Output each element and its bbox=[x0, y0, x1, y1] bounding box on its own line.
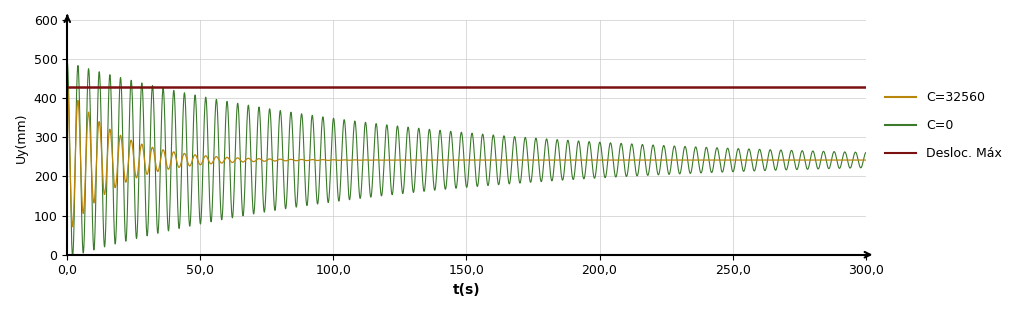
C=32560 bbox=[626, 158, 639, 162]
C=0 bbox=[61, 61, 74, 64]
Y-axis label: Uy(mm): Uy(mm) bbox=[15, 112, 28, 163]
C=0 bbox=[66, 254, 79, 258]
C=32560 bbox=[424, 158, 436, 162]
C=0 bbox=[424, 136, 436, 139]
C=32560 bbox=[603, 158, 615, 162]
Legend: C=32560, C=0, Desloc. Máx: C=32560, C=0, Desloc. Máx bbox=[880, 86, 1007, 165]
C=32560 bbox=[61, 84, 74, 88]
C=32560 bbox=[745, 158, 757, 162]
Line: C=32560: C=32560 bbox=[67, 86, 866, 227]
C=0 bbox=[626, 143, 639, 146]
C=32560 bbox=[66, 225, 79, 229]
C=32560 bbox=[860, 158, 872, 162]
C=32560 bbox=[738, 158, 750, 162]
Desloc. Máx bbox=[63, 85, 76, 89]
Line: C=0: C=0 bbox=[67, 62, 866, 256]
C=0 bbox=[738, 169, 750, 173]
X-axis label: t(s): t(s) bbox=[453, 283, 480, 297]
Desloc. Máx bbox=[61, 85, 74, 89]
C=0 bbox=[603, 147, 615, 150]
C=0 bbox=[745, 158, 757, 162]
C=0 bbox=[860, 151, 872, 154]
C=32560 bbox=[656, 158, 668, 162]
C=0 bbox=[656, 147, 668, 150]
